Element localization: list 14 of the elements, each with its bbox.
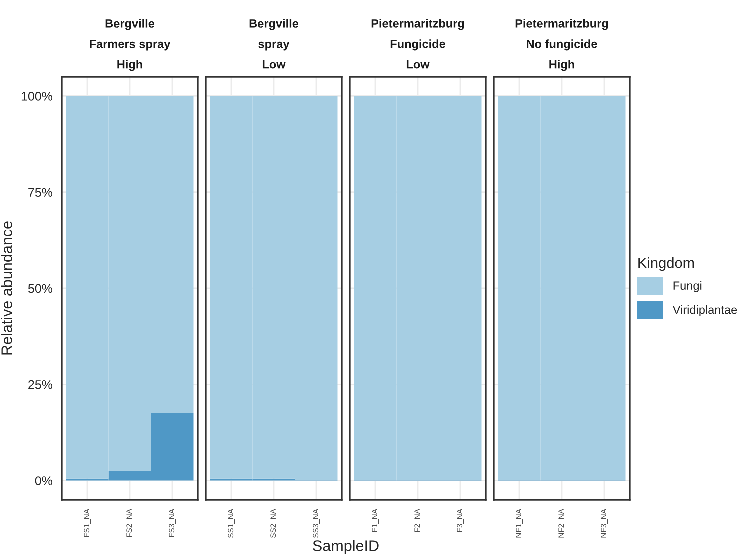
chart-title: Pietermaritzburg Fungicide Low (372, 19, 464, 69)
y-tick-label: 75% (28, 188, 53, 198)
chart-title: Bergville spray Low (250, 19, 299, 69)
legend-title: Kingdom (638, 258, 694, 272)
chart-title: Pietermaritzburg No fungicide High (516, 19, 608, 72)
y-axis-title: Relative abundance (1, 222, 12, 355)
x-axis-title: SampleID (313, 540, 379, 554)
y-tick-label: 25% (28, 380, 53, 390)
legend-label: Viridiplantae (672, 306, 738, 317)
y-tick-label: 0% (35, 476, 53, 486)
chart-title: Bergville Farmers spray High (90, 19, 171, 72)
y-tick-label: 100% (22, 92, 53, 101)
y-tick-label: 50% (28, 284, 53, 294)
legend-label: Fungi (674, 281, 702, 292)
